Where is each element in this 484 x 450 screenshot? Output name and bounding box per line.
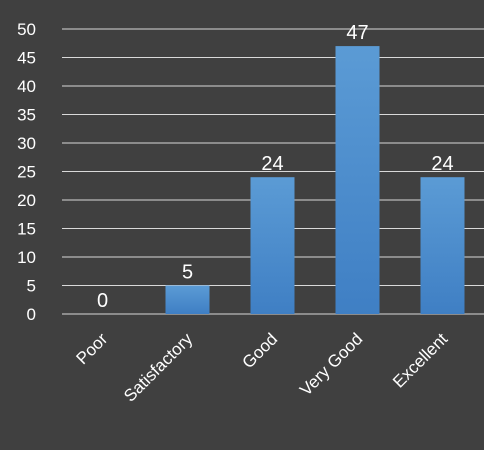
y-tick-label: 20 <box>17 191 36 210</box>
y-tick-label: 30 <box>17 134 36 153</box>
y-tick-label: 35 <box>17 106 36 125</box>
data-labels: 0 5 24 47 24 <box>97 22 454 312</box>
y-tick-label: 40 <box>17 77 36 96</box>
data-label: 24 <box>261 153 283 175</box>
x-tick-label: Satisfactory <box>120 329 197 406</box>
x-tick-label: Excellent <box>389 329 451 391</box>
bars <box>165 46 465 314</box>
data-label: 24 <box>431 153 453 175</box>
bar-good <box>250 177 295 314</box>
bar-very-good <box>335 46 380 314</box>
bar-excellent <box>420 177 465 314</box>
y-tick-label: 5 <box>27 277 36 296</box>
x-axis-tick-labels: Poor Satisfactory Good Very Good Excellent <box>72 329 451 406</box>
y-tick-label: 15 <box>17 220 36 239</box>
data-label: 5 <box>182 262 193 284</box>
data-label: 0 <box>97 290 108 312</box>
data-label: 47 <box>346 22 368 44</box>
y-tick-label: 45 <box>17 49 36 68</box>
x-tick-label: Very Good <box>296 329 366 399</box>
bar-satisfactory <box>165 285 210 314</box>
y-tick-label: 50 <box>17 20 36 39</box>
y-tick-label: 10 <box>17 248 36 267</box>
y-axis-tick-labels: 0 5 10 15 20 25 30 35 40 45 50 <box>17 20 36 324</box>
y-tick-label: 25 <box>17 163 36 182</box>
x-tick-label: Good <box>238 329 281 372</box>
x-tick-label: Poor <box>72 329 111 368</box>
y-tick-label: 0 <box>27 305 36 324</box>
